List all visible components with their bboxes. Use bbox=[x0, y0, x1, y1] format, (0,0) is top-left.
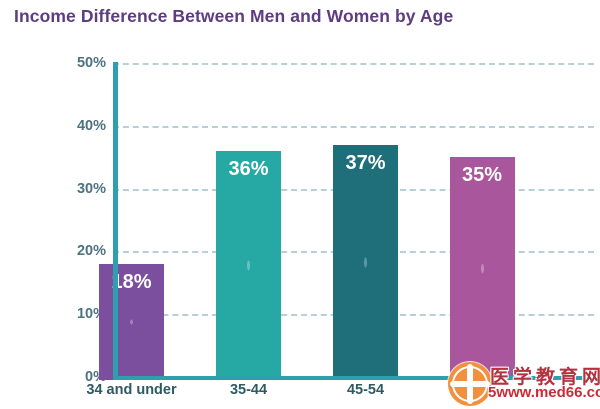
y-axis-line bbox=[113, 62, 118, 380]
x-axis-category-label: 45-54 bbox=[346, 382, 385, 398]
x-axis-category-label: 34 and under bbox=[86, 382, 177, 398]
cross-horizontal bbox=[450, 381, 490, 387]
medical-cross-icon bbox=[448, 362, 492, 406]
bar-45-54: 37% bbox=[333, 144, 398, 380]
watermark-site-url: 5www.med66.com bbox=[488, 384, 600, 401]
y-axis-tick-label: 40% bbox=[76, 117, 106, 134]
y-axis-tick-label: 20% bbox=[76, 243, 106, 260]
bar-value-label: 18% bbox=[111, 270, 152, 293]
y-axis-tick-label: 50% bbox=[76, 55, 106, 71]
bar-34 and under: 18% bbox=[99, 263, 164, 380]
x-axis-category-label: 35-44 bbox=[229, 382, 268, 398]
x-axis-line bbox=[113, 376, 594, 380]
y-axis-tick-label: 30% bbox=[76, 180, 106, 197]
gridline bbox=[113, 125, 594, 128]
chart-title: Income Difference Between Men and Women … bbox=[14, 6, 454, 26]
watermark-site-name: 医学教育网 bbox=[490, 367, 600, 388]
y-axis-tick-label: 10% bbox=[76, 306, 106, 323]
bar-35-44: 36% bbox=[216, 150, 281, 380]
bar-value-label: 36% bbox=[228, 157, 269, 180]
watermark: 医学教育网 5www.med66.com bbox=[446, 359, 600, 409]
gridline bbox=[113, 63, 594, 65]
bar-series-4: 35% bbox=[449, 157, 515, 380]
bar-value-label: 37% bbox=[345, 151, 386, 174]
bar-value-label: 35% bbox=[461, 164, 503, 187]
